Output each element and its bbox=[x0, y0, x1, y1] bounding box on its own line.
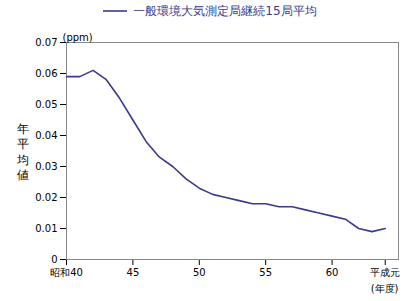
svg-text:年平均値: 年平均値 bbox=[16, 122, 29, 183]
svg-text:0.06: 0.06 bbox=[35, 68, 57, 79]
svg-text:(年度): (年度) bbox=[371, 283, 399, 294]
svg-text:0.05: 0.05 bbox=[35, 99, 57, 110]
svg-text:45: 45 bbox=[127, 267, 140, 278]
svg-text:0.01: 0.01 bbox=[35, 223, 57, 234]
svg-text:0: 0 bbox=[51, 254, 57, 265]
svg-text:60: 60 bbox=[326, 267, 339, 278]
svg-text:0.03: 0.03 bbox=[35, 161, 57, 172]
svg-text:0.07: 0.07 bbox=[35, 37, 57, 48]
svg-text:昭和40: 昭和40 bbox=[50, 267, 83, 278]
svg-text:平成元: 平成元 bbox=[370, 267, 400, 278]
svg-text:50: 50 bbox=[193, 267, 206, 278]
svg-text:55: 55 bbox=[259, 267, 272, 278]
svg-text:(ppm): (ppm) bbox=[63, 32, 93, 43]
html-text:一般環境大気測定局継続15局平均: 一般環境大気測定局継続15局平均 bbox=[133, 3, 317, 18]
svg-text:0.04: 0.04 bbox=[35, 130, 57, 141]
svg-text:0.02: 0.02 bbox=[35, 192, 57, 203]
